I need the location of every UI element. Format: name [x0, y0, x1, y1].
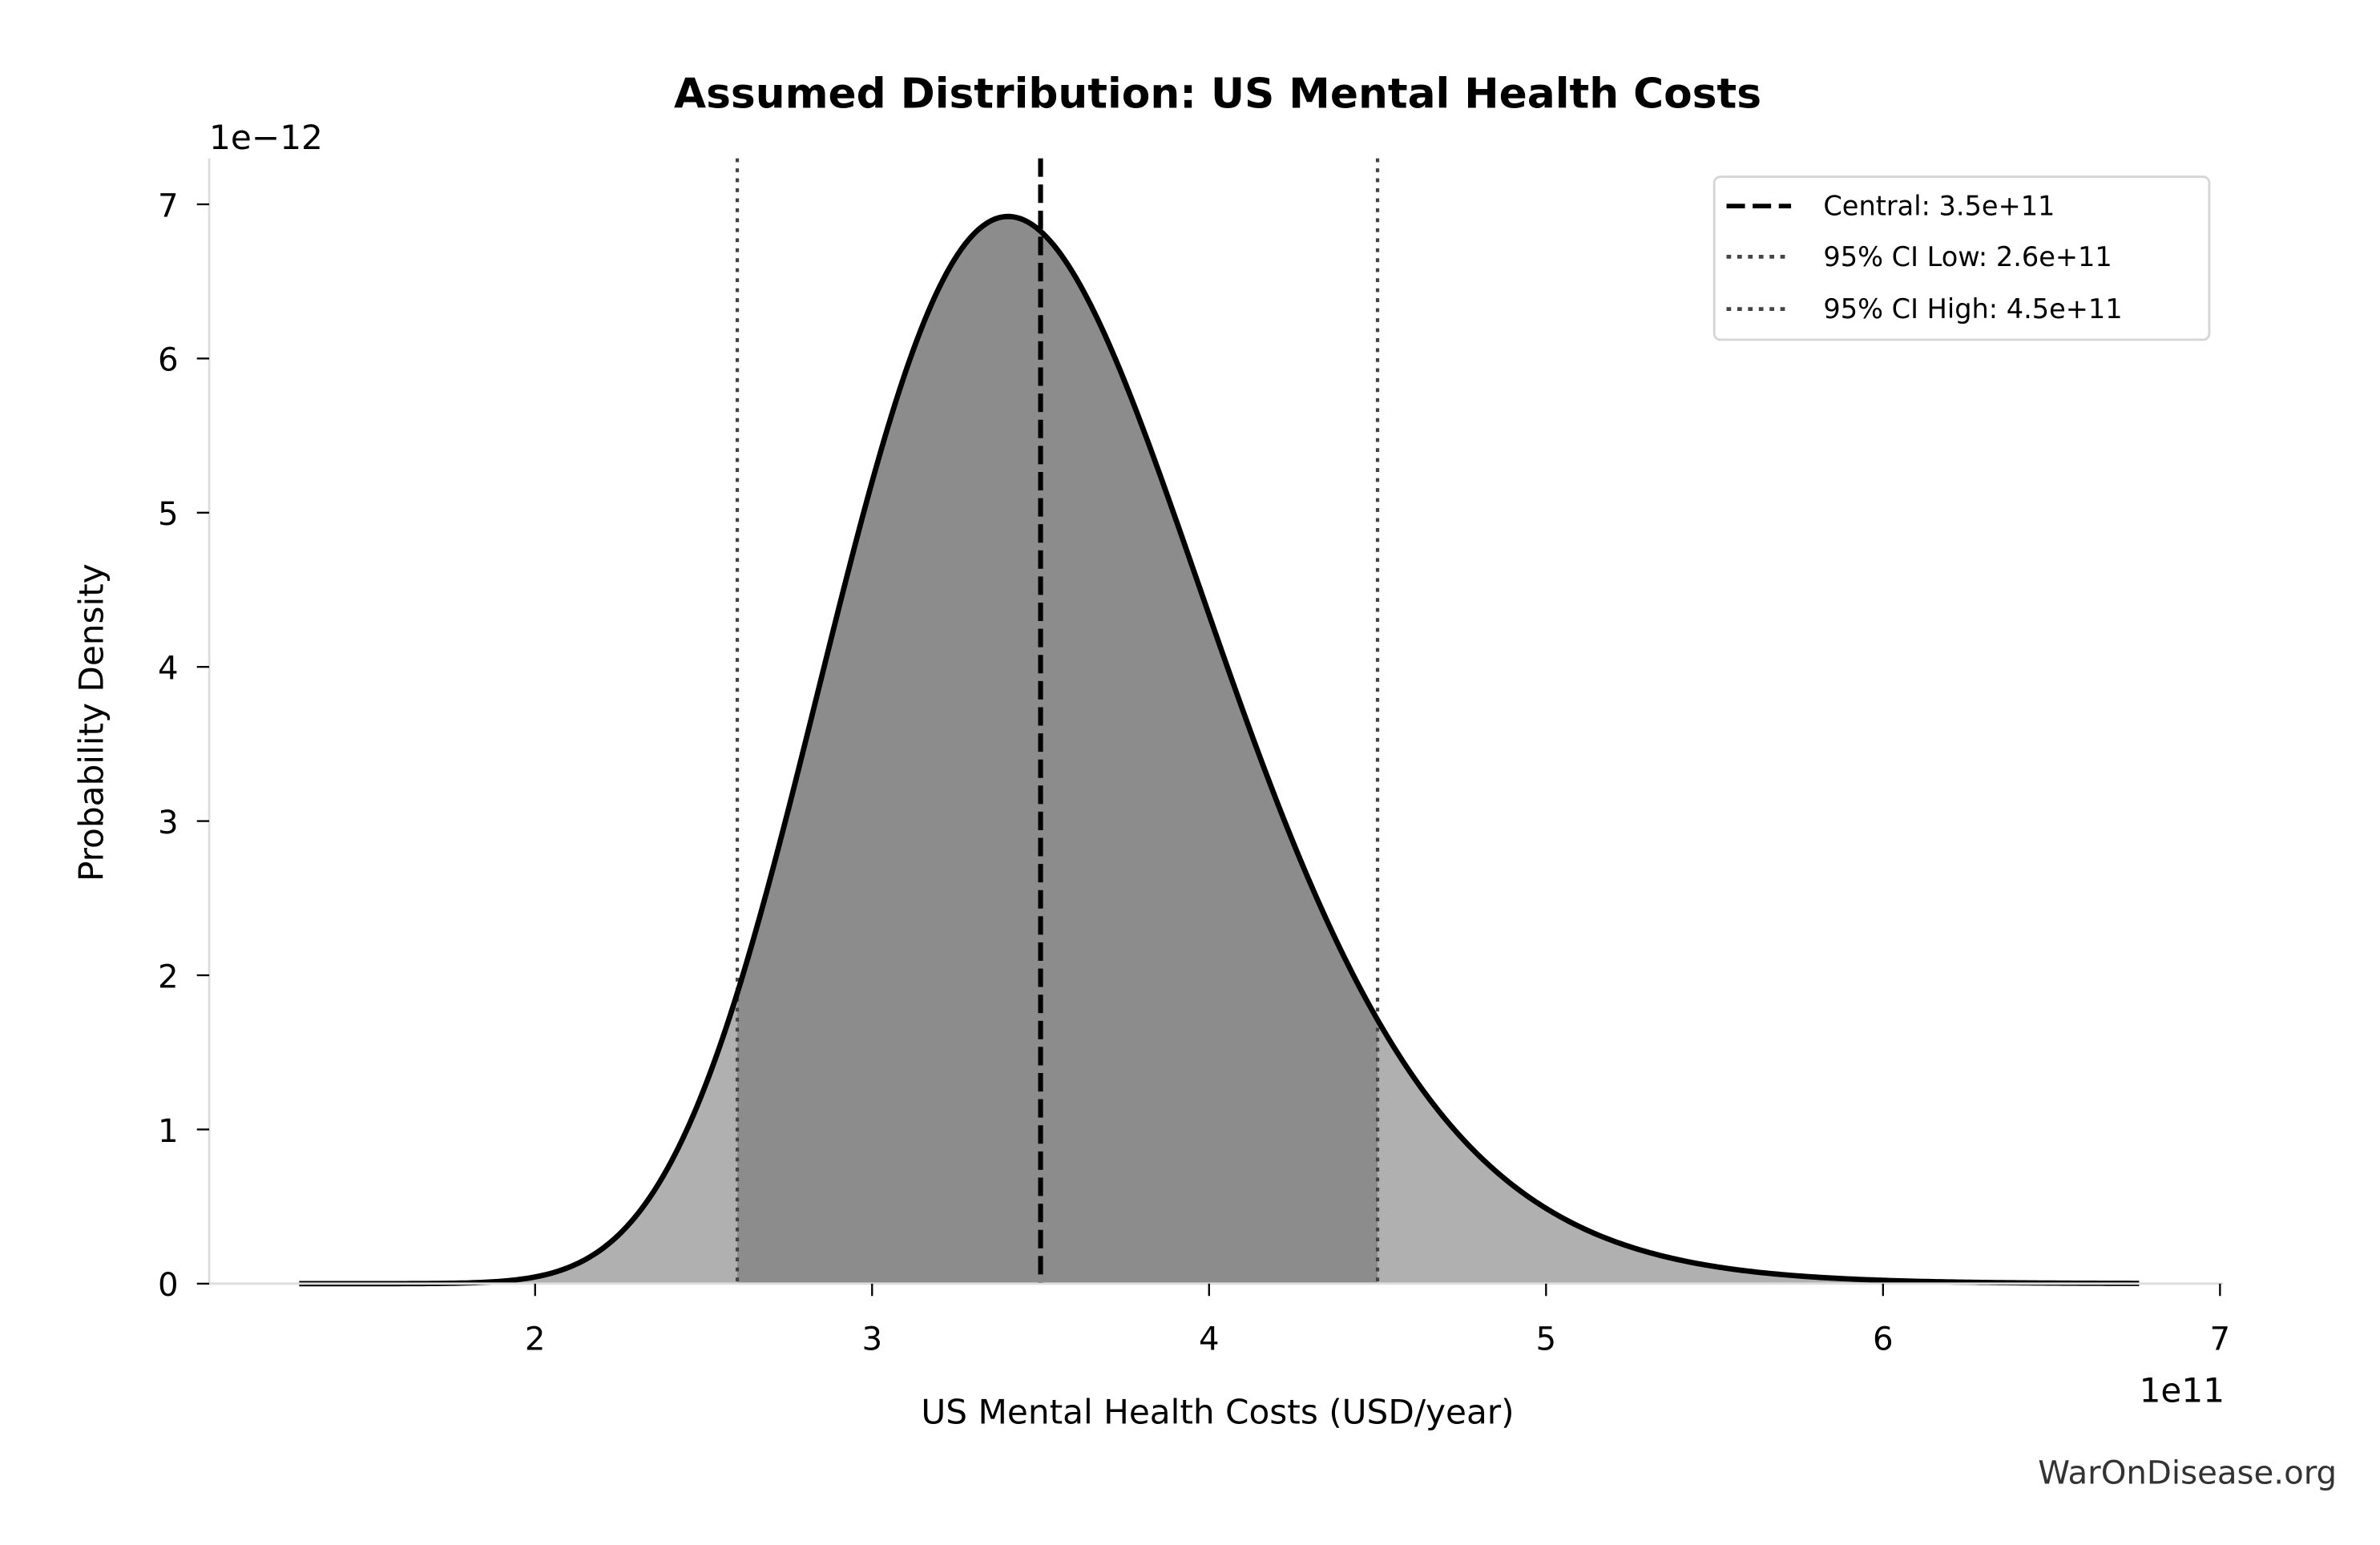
y-tick-label: 5	[158, 496, 179, 533]
x-tick-label: 2	[525, 1321, 546, 1357]
legend-box	[1712, 175, 2211, 341]
x-tick-label: 4	[1199, 1321, 1220, 1357]
chart-title: Assumed Distribution: US Mental Health C…	[674, 70, 1761, 118]
legend-ci-low-label: 95% CI Low: 2.6e+11	[1823, 241, 2112, 272]
watermark: WarOnDisease.org	[2038, 1454, 2337, 1491]
x-ticks: 2 3 4 5 6 7	[525, 1283, 2231, 1357]
y-tick-label: 2	[158, 958, 179, 995]
y-tick-label: 6	[158, 342, 179, 379]
y-axis-label: Probability Density	[72, 563, 111, 881]
x-offset-label: 1e11	[2140, 1371, 2225, 1410]
x-tick-label: 5	[1535, 1321, 1556, 1357]
legend-ci-high-label: 95% CI High: 4.5e+11	[1823, 293, 2122, 325]
density-fill-ci	[737, 216, 1378, 1284]
plot-area	[299, 158, 2140, 1287]
y-tick-label: 4	[158, 651, 179, 688]
x-tick-label: 6	[1873, 1321, 1894, 1357]
y-tick-label: 3	[158, 805, 179, 841]
legend: Central: 3.5e+11 95% CI Low: 2.6e+11 95%…	[1712, 175, 2211, 341]
y-offset-label: 1e−12	[209, 118, 323, 157]
legend-central-label: Central: 3.5e+11	[1823, 191, 2055, 222]
y-tick-label: 7	[158, 188, 179, 224]
density-curve	[299, 213, 2140, 1287]
x-tick-label: 3	[861, 1321, 882, 1357]
y-ticks: 0 1 2 3 4 5 6 7	[158, 188, 210, 1304]
y-tick-label: 0	[158, 1267, 179, 1304]
y-tick-label: 1	[158, 1113, 179, 1150]
x-tick-label: 7	[2210, 1321, 2231, 1357]
x-axis-label: US Mental Health Costs (USD/year)	[921, 1392, 1514, 1431]
